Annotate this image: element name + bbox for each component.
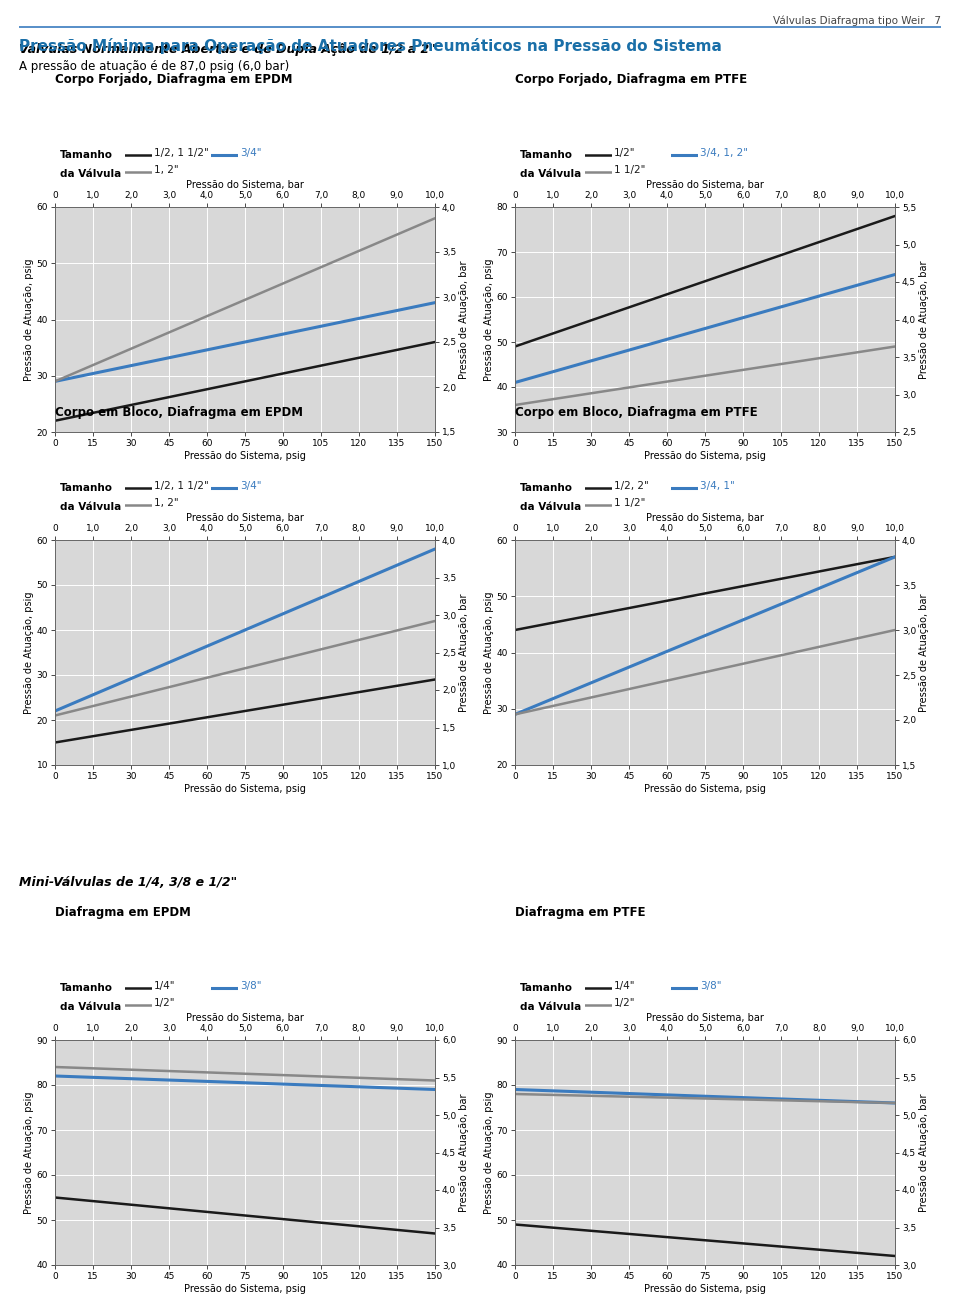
Text: Tamanho: Tamanho [519,150,573,160]
Text: 1, 2": 1, 2" [154,498,179,508]
Text: Corpo em Bloco, Diafragma em PTFE: Corpo em Bloco, Diafragma em PTFE [515,406,757,419]
Text: Corpo Forjado, Diafragma em PTFE: Corpo Forjado, Diafragma em PTFE [515,74,747,85]
X-axis label: Pressão do Sistema, bar: Pressão do Sistema, bar [646,1014,764,1023]
Text: Tamanho: Tamanho [60,984,113,993]
Y-axis label: Pressão de Atuação, bar: Pressão de Atuação, bar [919,260,929,379]
Text: 1/2, 1 1/2": 1/2, 1 1/2" [154,149,208,158]
Text: 1/4": 1/4" [154,981,176,992]
Text: da Válvula: da Válvula [519,1002,581,1011]
Y-axis label: Pressão de Atuação, psig: Pressão de Atuação, psig [484,1091,493,1214]
X-axis label: Pressão do Sistema, psig: Pressão do Sistema, psig [644,784,766,794]
Text: A pressão de atuação é de 87,0 psig (6,0 bar): A pressão de atuação é de 87,0 psig (6,0… [19,60,290,74]
Y-axis label: Pressão de Atuação, bar: Pressão de Atuação, bar [459,1093,469,1211]
Y-axis label: Pressão de Atuação, psig: Pressão de Atuação, psig [24,1091,34,1214]
X-axis label: Pressão do Sistema, psig: Pressão do Sistema, psig [644,451,766,460]
X-axis label: Pressão do Sistema, psig: Pressão do Sistema, psig [184,1283,306,1294]
Y-axis label: Pressão de Atuação, bar: Pressão de Atuação, bar [919,1093,929,1211]
Text: 3/8": 3/8" [240,981,262,992]
X-axis label: Pressão do Sistema, bar: Pressão do Sistema, bar [646,180,764,191]
Text: da Válvula: da Válvula [60,168,121,179]
X-axis label: Pressão do Sistema, psig: Pressão do Sistema, psig [644,1283,766,1294]
Y-axis label: Pressão de Atuação, psig: Pressão de Atuação, psig [24,258,34,381]
X-axis label: Pressão do Sistema, bar: Pressão do Sistema, bar [646,513,764,523]
Text: 1/2, 1 1/2": 1/2, 1 1/2" [154,481,208,490]
Text: Tamanho: Tamanho [60,484,113,493]
Text: Válvulas Diafragma tipo Weir   7: Válvulas Diafragma tipo Weir 7 [773,14,941,25]
Text: 1/2, 2": 1/2, 2" [613,481,649,490]
Text: 3/4": 3/4" [240,481,262,490]
Text: da Válvula: da Válvula [60,502,121,512]
X-axis label: Pressão do Sistema, psig: Pressão do Sistema, psig [184,451,306,460]
Text: 3/8": 3/8" [700,981,722,992]
Y-axis label: Pressão de Atuação, bar: Pressão de Atuação, bar [459,593,469,711]
Text: Diafragma em PTFE: Diafragma em PTFE [515,906,645,919]
Text: da Válvula: da Válvula [519,502,581,512]
Y-axis label: Pressão de Atuação, bar: Pressão de Atuação, bar [919,593,929,711]
Y-axis label: Pressão de Atuação, psig: Pressão de Atuação, psig [484,258,493,381]
Text: Tamanho: Tamanho [519,484,573,493]
Text: Pressão Mínima para Operação de Atuadores Pneumáticos na Pressão do Sistema: Pressão Mínima para Operação de Atuadore… [19,38,722,54]
X-axis label: Pressão do Sistema, bar: Pressão do Sistema, bar [186,180,304,191]
Text: Corpo em Bloco, Diafragma em EPDM: Corpo em Bloco, Diafragma em EPDM [55,406,303,419]
Text: Válvulas Normalmente Abertas e de Dupla Ação de 1/2 a 2": Válvulas Normalmente Abertas e de Dupla … [19,43,436,55]
X-axis label: Pressão do Sistema, bar: Pressão do Sistema, bar [186,1014,304,1023]
Text: 1, 2": 1, 2" [154,166,179,175]
Text: 1 1/2": 1 1/2" [613,166,645,175]
X-axis label: Pressão do Sistema, psig: Pressão do Sistema, psig [184,784,306,794]
Text: 1/2": 1/2" [154,998,176,1009]
Text: Diafragma em EPDM: Diafragma em EPDM [55,906,191,919]
Text: da Válvula: da Válvula [519,168,581,179]
Text: Mini-Válvulas de 1/4, 3/8 e 1/2": Mini-Válvulas de 1/4, 3/8 e 1/2" [19,876,237,889]
Y-axis label: Pressão de Atuação, psig: Pressão de Atuação, psig [24,592,34,714]
Text: 1/4": 1/4" [613,981,636,992]
Text: 1 1/2": 1 1/2" [613,498,645,508]
Text: 3/4, 1, 2": 3/4, 1, 2" [700,149,748,158]
Text: Tamanho: Tamanho [519,984,573,993]
Text: 1/2": 1/2" [613,149,636,158]
Text: 1/2": 1/2" [613,998,636,1009]
Text: 3/4": 3/4" [240,149,262,158]
X-axis label: Pressão do Sistema, bar: Pressão do Sistema, bar [186,513,304,523]
Text: da Válvula: da Válvula [60,1002,121,1011]
Y-axis label: Pressão de Atuação, bar: Pressão de Atuação, bar [459,260,469,379]
Y-axis label: Pressão de Atuação, psig: Pressão de Atuação, psig [484,592,493,714]
Text: Corpo Forjado, Diafragma em EPDM: Corpo Forjado, Diafragma em EPDM [55,74,293,85]
Text: 3/4, 1": 3/4, 1" [700,481,735,490]
Text: Tamanho: Tamanho [60,150,113,160]
